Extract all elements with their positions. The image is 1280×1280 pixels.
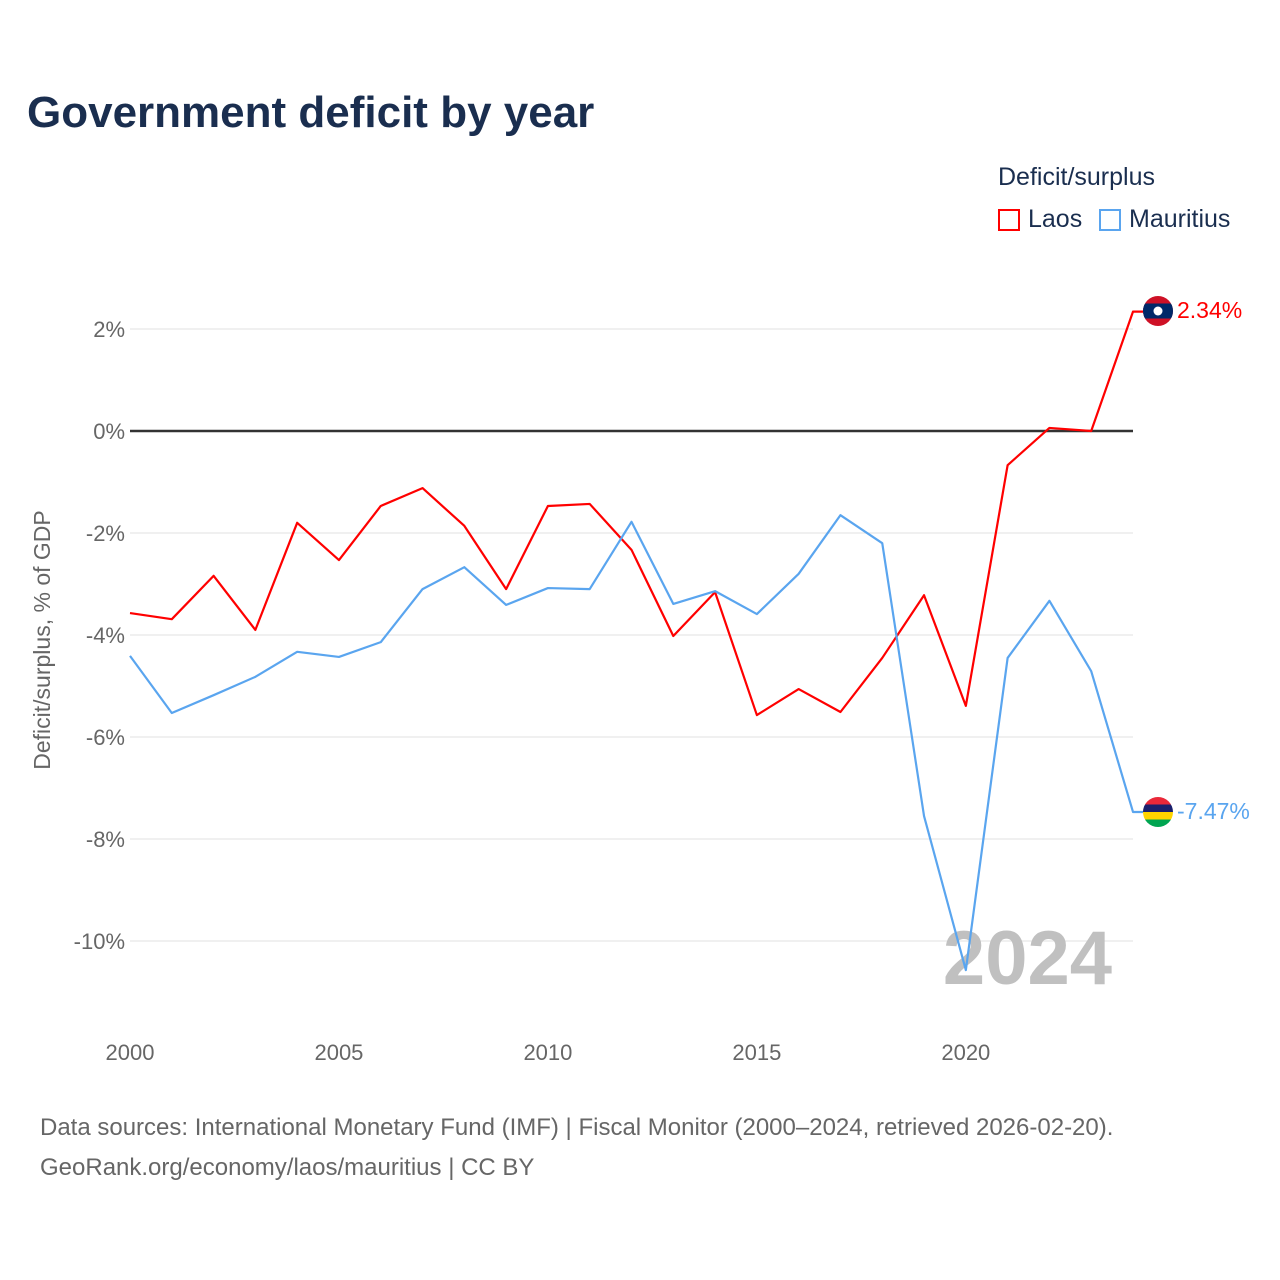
y-tick-label: -2% — [86, 521, 125, 546]
y-tick-label: -6% — [86, 725, 125, 750]
y-tick-label: 2% — [93, 317, 125, 342]
legend-label-laos: Laos — [1028, 205, 1083, 233]
laos-flag-icon — [1143, 296, 1173, 326]
y-tick-label: 0% — [93, 419, 125, 444]
x-tick-label: 2000 — [106, 1040, 155, 1065]
x-tick-label: 2010 — [523, 1040, 572, 1065]
legend-item-mauritius[interactable]: Mauritius — [1099, 205, 1230, 234]
y-axis-label: Deficit/surplus, % of GDP — [29, 510, 55, 769]
laos-end-label: 2.34% — [1177, 297, 1242, 323]
series-line-mauritius — [129, 514, 1143, 972]
legend-swatch-mauritius — [1099, 208, 1121, 231]
x-tick-label: 2015 — [732, 1040, 781, 1065]
y-tick-label: -10% — [74, 929, 125, 954]
y-tick-label: -8% — [86, 827, 125, 852]
source-line-1: Data sources: International Monetary Fun… — [40, 1114, 1114, 1141]
legend-label-mauritius: Mauritius — [1129, 205, 1231, 233]
series-line-laos — [129, 310, 1143, 717]
chart-title: Government deficit by year — [27, 88, 595, 137]
source-note: Data sources: International Monetary Fun… — [40, 1108, 1113, 1188]
y-tick-label: -4% — [86, 623, 125, 648]
mauritius-end-label: -7.47% — [1177, 798, 1250, 824]
source-line-2[interactable]: GeoRank.org/economy/laos/mauritius | CC … — [40, 1154, 535, 1181]
legend-item-laos[interactable]: Laos — [998, 205, 1082, 234]
legend-swatch-laos — [998, 208, 1020, 231]
legend-title: Deficit/surplus — [998, 163, 1155, 191]
x-tick-label: 2020 — [941, 1040, 990, 1065]
x-tick-label: 2005 — [314, 1040, 363, 1065]
mauritius-flag-icon — [1143, 797, 1173, 827]
